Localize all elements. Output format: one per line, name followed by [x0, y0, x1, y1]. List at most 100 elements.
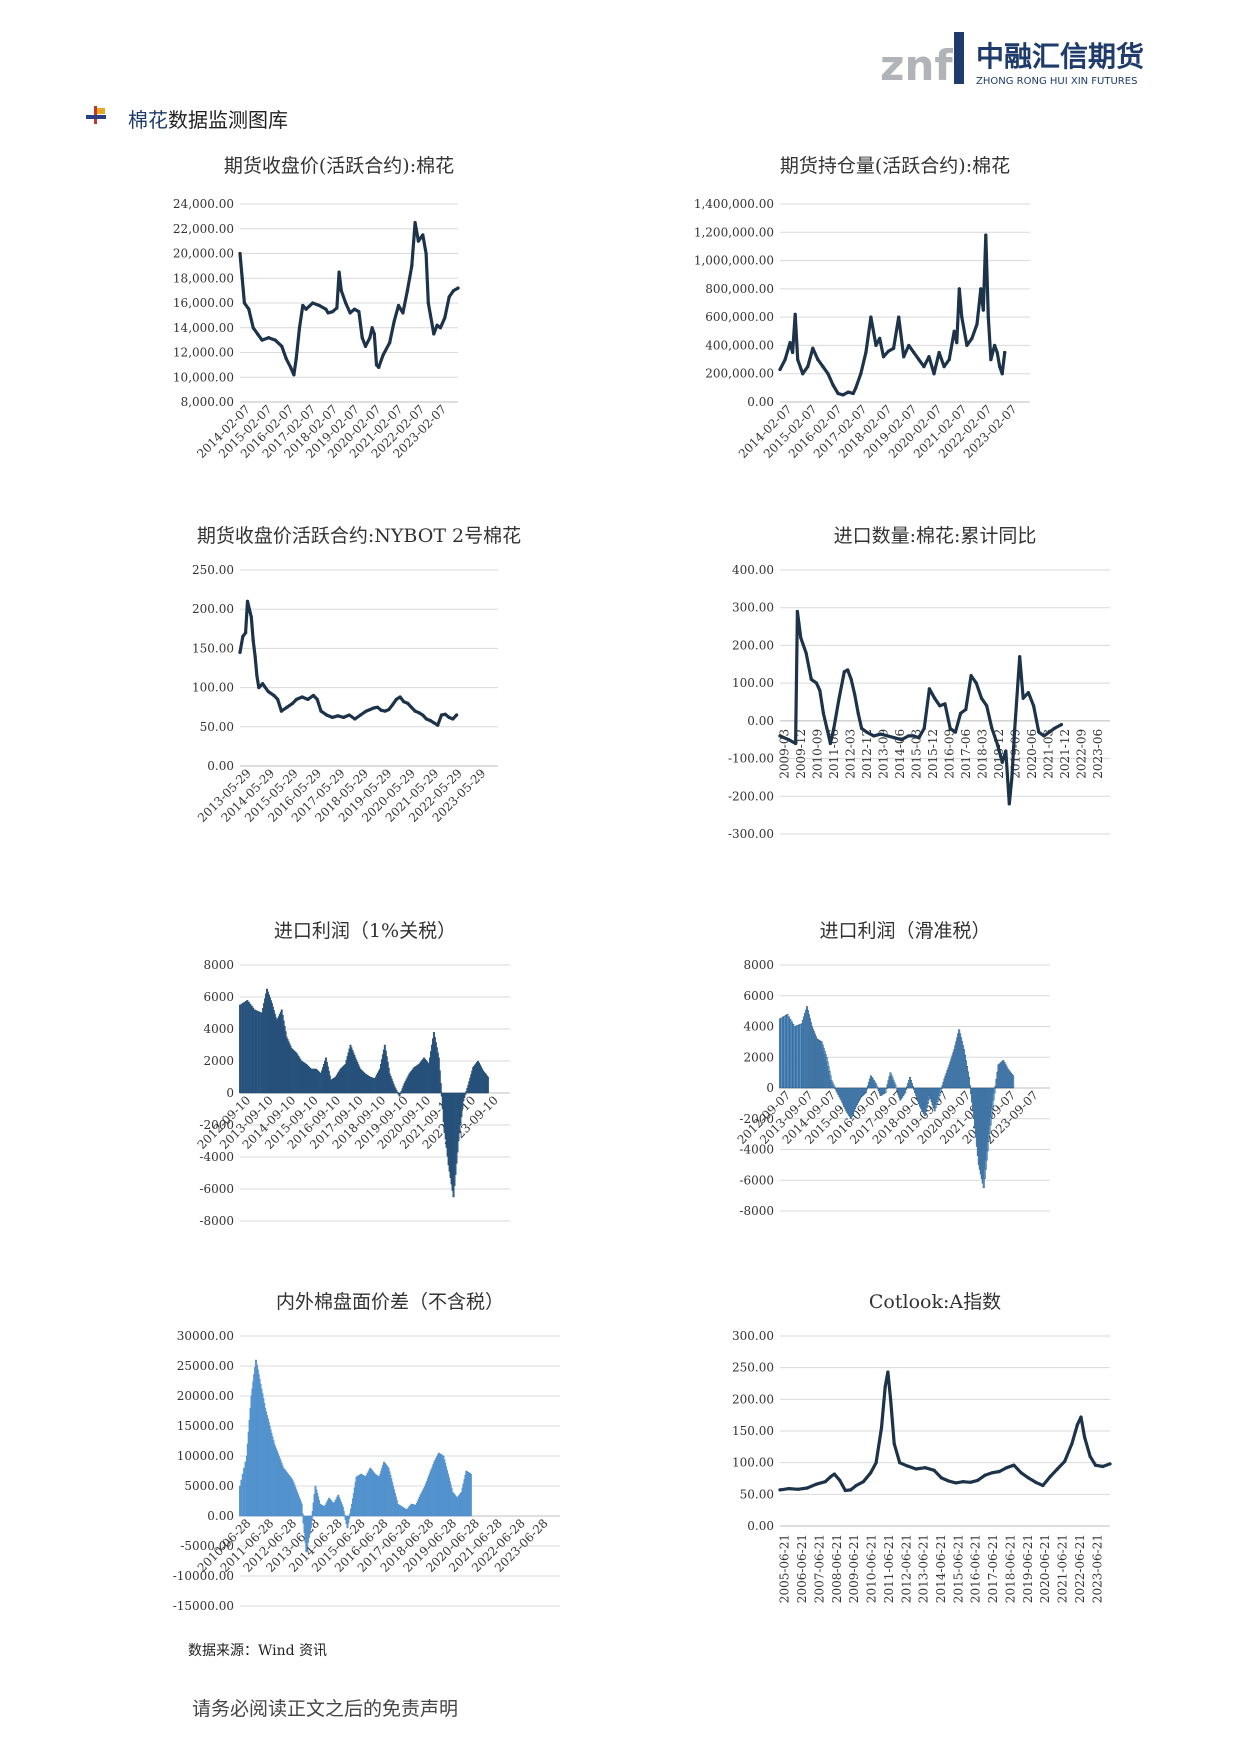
- y-tick-label: 8,000.00: [181, 395, 234, 409]
- data-point: [965, 343, 969, 348]
- data-point: [997, 1469, 1001, 1474]
- y-tick-label: 300.00: [732, 1329, 774, 1343]
- y-tick-label: 20000.00: [177, 1389, 234, 1403]
- series-line: [778, 609, 1063, 806]
- data-point: [363, 344, 368, 348]
- data-point: [394, 697, 398, 701]
- y-tick-label: 100.00: [192, 681, 234, 695]
- x-tick-label: 2007-06-21: [812, 1534, 826, 1603]
- y-tick-label: 0: [226, 1086, 234, 1100]
- data-point: [406, 701, 410, 705]
- x-tick-label: 2022-09: [1074, 729, 1088, 779]
- data-point: [432, 332, 436, 336]
- x-tick-label: 2017-06: [959, 729, 973, 779]
- data-point: [892, 1442, 896, 1446]
- y-tick-label: 2000: [203, 1054, 234, 1068]
- y-tick-label: 100.00: [732, 676, 774, 690]
- y-tick-label: 4000: [203, 1022, 234, 1036]
- bar: [968, 1077, 970, 1089]
- data-point: [304, 307, 308, 311]
- bar: [833, 1086, 836, 1089]
- x-tick-label: 2005-06-21: [778, 1534, 792, 1603]
- data-point: [435, 323, 439, 327]
- data-point: [841, 393, 845, 397]
- data-point: [413, 220, 417, 225]
- data-point: [794, 741, 798, 746]
- data-point: [953, 730, 958, 734]
- bar: [969, 1085, 971, 1089]
- bar: [439, 1083, 442, 1094]
- chart-futures-open-interest-cotton: 期货持仓量(活跃合约):棉花 1,400,000.00 1,200,000.00 1,…: [660, 148, 1130, 488]
- data-point: [796, 1487, 800, 1491]
- x-tick-label: 2012-06-21: [899, 1534, 913, 1603]
- data-point: [961, 1480, 965, 1484]
- data-point: [1059, 723, 1063, 727]
- data-point: [247, 607, 252, 611]
- x-tick-label: 2013-06-21: [917, 1534, 931, 1603]
- data-point: [849, 1488, 853, 1492]
- data-point: [778, 1488, 782, 1492]
- chart-title: 内外棉盘面价差（不含税）: [276, 1291, 504, 1313]
- data-point: [917, 357, 921, 362]
- data-point: [979, 287, 983, 291]
- x-tick-label: 2017-06-21: [986, 1534, 1000, 1603]
- bar: [992, 1087, 995, 1101]
- data-point: [413, 709, 417, 713]
- y-tick-label: -6000: [739, 1173, 774, 1187]
- data-point: [947, 357, 951, 362]
- data-point: [443, 712, 447, 716]
- logo-text-cn: 中融汇信期货: [976, 40, 1144, 73]
- y-tick-label: 150.00: [732, 1424, 774, 1438]
- data-point: [854, 1483, 858, 1488]
- data-point: [405, 289, 409, 293]
- data-point: [325, 713, 329, 717]
- data-point: [1000, 760, 1004, 764]
- data-point: [954, 1481, 958, 1485]
- data-point: [795, 609, 799, 614]
- logo-bar-shape: [954, 32, 964, 84]
- data-point: [960, 315, 964, 319]
- data-point: [1021, 696, 1025, 700]
- data-point: [306, 697, 310, 701]
- data-point: [1070, 1442, 1074, 1446]
- x-tick-label: 2022-06-21: [1073, 1534, 1087, 1603]
- data-point: [783, 357, 787, 362]
- data-point: [240, 276, 244, 280]
- data-point: [272, 693, 276, 698]
- data-point: [990, 1471, 994, 1475]
- y-tick-label: 20,000.00: [173, 247, 234, 261]
- bar: [905, 1087, 908, 1090]
- bar: [398, 1092, 401, 1097]
- bar: [894, 1084, 897, 1089]
- data-point: [957, 287, 961, 291]
- data-point: [831, 383, 835, 387]
- y-tick-label: 12,000.00: [173, 346, 234, 360]
- bar: [1012, 1075, 1015, 1089]
- data-point: [853, 692, 857, 697]
- data-point: [428, 718, 432, 723]
- data-point: [1012, 730, 1017, 734]
- bar: [912, 1086, 914, 1089]
- chart-import-profit-sliding: 进口利润（滑准税） 8000 6000 4000 2000 0 -2000 -4000 -600…: [660, 913, 1130, 1243]
- data-point: [398, 695, 402, 699]
- chart-domestic-foreign-spread: 内外棉盘面价差（不含税） 30000.00 25000.00 20000.00 1500…: [120, 1284, 590, 1624]
- data-point: [251, 638, 255, 643]
- data-point: [906, 734, 911, 738]
- y-tick-label: 5000.00: [184, 1479, 234, 1493]
- chart-svg: 期货持仓量(活跃合约):棉花 1,400,000.00 1,200,000.00 1,…: [694, 155, 1030, 461]
- data-point: [388, 341, 392, 345]
- data-point: [454, 713, 459, 717]
- data-point: [439, 713, 444, 717]
- data-point: [238, 650, 242, 654]
- y-tick-label: -300.00: [728, 827, 774, 841]
- data-point: [447, 295, 451, 299]
- chart-title: 进口利润（滑准税）: [819, 920, 990, 942]
- data-point: [927, 687, 931, 691]
- data-point: [1083, 1435, 1087, 1439]
- section-title-rest: 数据监测图库: [168, 108, 288, 132]
- data-point: [842, 670, 846, 674]
- data-point: [889, 1397, 893, 1401]
- data-point: [1031, 704, 1036, 708]
- x-tick-label: 2020-06-21: [1038, 1534, 1052, 1603]
- data-point: [319, 709, 323, 713]
